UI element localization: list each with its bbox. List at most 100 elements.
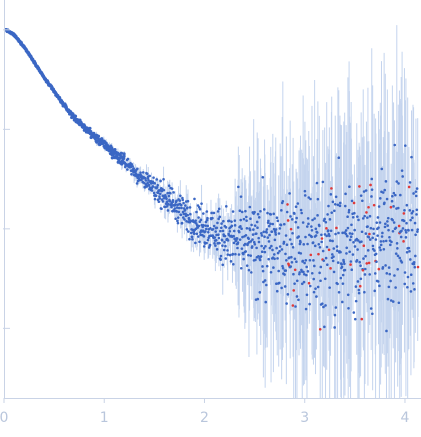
- data-point: [348, 185, 351, 188]
- data-point: [268, 246, 272, 250]
- data-point: [213, 236, 217, 239]
- data-point: [274, 231, 277, 234]
- data-point: [387, 266, 391, 269]
- data-point: [397, 301, 401, 305]
- data-point: [410, 228, 414, 232]
- data-point: [214, 230, 217, 233]
- data-point: [319, 265, 323, 269]
- data-point: [270, 230, 274, 233]
- data-point: [244, 250, 248, 253]
- data-point: [415, 208, 419, 212]
- data-point: [280, 248, 284, 251]
- data-point: [230, 220, 233, 223]
- data-point: [245, 264, 249, 267]
- data-point: [384, 239, 388, 243]
- data-point: [272, 266, 275, 269]
- data-point: [156, 191, 160, 195]
- data-point: [198, 207, 202, 211]
- negative-data-point: [367, 261, 371, 265]
- data-point: [382, 239, 385, 243]
- data-point: [267, 240, 271, 243]
- data-point: [230, 224, 234, 228]
- data-point: [289, 215, 292, 218]
- negative-data-point: [330, 187, 333, 190]
- data-point: [130, 163, 134, 166]
- data-point: [350, 199, 354, 203]
- data-point: [363, 273, 367, 276]
- data-point: [257, 254, 260, 258]
- data-point: [219, 229, 222, 233]
- data-point: [396, 267, 399, 271]
- data-point: [412, 192, 415, 195]
- data-point: [413, 288, 416, 291]
- data-point: [293, 212, 296, 215]
- data-point: [173, 207, 177, 210]
- data-point: [409, 218, 412, 222]
- data-point: [384, 264, 387, 267]
- data-point: [229, 260, 233, 263]
- data-point: [333, 202, 337, 206]
- data-point: [208, 243, 212, 247]
- data-point: [197, 216, 200, 219]
- data-point: [155, 186, 159, 189]
- data-point: [179, 203, 183, 207]
- axes: [4, 0, 421, 399]
- data-point: [303, 194, 307, 197]
- data-point: [147, 179, 150, 182]
- data-point: [257, 216, 261, 219]
- data-point: [351, 232, 354, 236]
- data-point: [307, 222, 310, 226]
- data-point: [184, 204, 187, 207]
- data-point: [205, 210, 209, 213]
- data-point: [366, 216, 369, 219]
- data-point: [96, 134, 101, 138]
- data-point: [260, 231, 263, 235]
- data-point: [416, 230, 419, 233]
- data-point: [305, 225, 309, 228]
- data-point: [263, 250, 267, 254]
- data-point: [386, 216, 390, 220]
- data-point: [310, 235, 313, 239]
- data-point: [312, 259, 315, 262]
- data-point: [166, 200, 169, 203]
- data-point: [384, 222, 387, 226]
- data-point: [223, 234, 227, 238]
- data-point: [310, 228, 314, 232]
- data-point: [411, 216, 414, 219]
- data-point: [176, 221, 180, 225]
- data-point: [357, 218, 360, 222]
- data-point: [242, 257, 245, 261]
- data-point: [392, 221, 396, 224]
- data-point: [333, 313, 337, 317]
- data-point: [382, 247, 386, 251]
- data-point: [370, 188, 374, 191]
- data-point: [277, 269, 281, 273]
- data-point: [302, 280, 306, 284]
- data-point: [262, 208, 266, 211]
- data-point: [165, 204, 169, 208]
- data-point: [353, 228, 356, 232]
- data-point: [321, 249, 325, 253]
- data-point: [283, 285, 287, 288]
- data-point: [311, 241, 315, 244]
- data-point: [275, 289, 279, 293]
- data-point: [381, 191, 385, 194]
- data-point: [393, 143, 397, 147]
- data-point: [310, 225, 313, 228]
- negative-data-point: [291, 304, 295, 307]
- data-point: [190, 235, 194, 239]
- data-point: [242, 217, 246, 221]
- data-point: [331, 200, 335, 204]
- data-point: [251, 233, 255, 236]
- data-point: [347, 210, 351, 214]
- data-point: [175, 206, 179, 209]
- data-point: [228, 229, 232, 233]
- negative-data-point: [307, 281, 311, 285]
- data-point: [284, 269, 288, 272]
- data-point: [221, 244, 224, 247]
- data-point: [256, 226, 259, 229]
- data-point: [154, 194, 158, 197]
- data-point: [189, 219, 193, 223]
- data-point: [366, 225, 369, 228]
- data-point: [181, 198, 184, 202]
